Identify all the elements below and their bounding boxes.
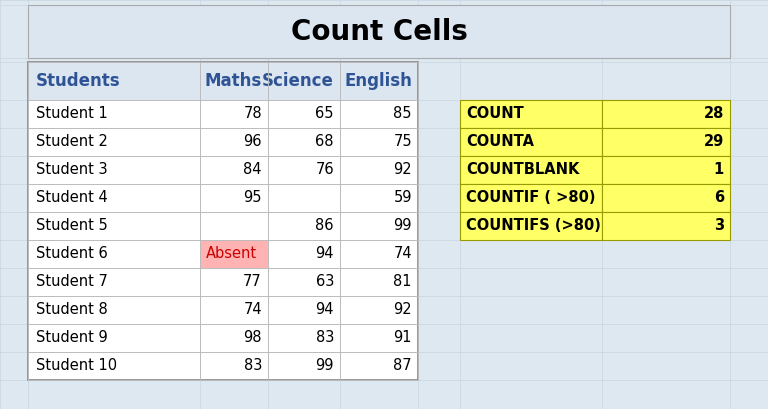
Text: Student 10: Student 10 [36,359,118,373]
Text: 91: 91 [393,330,412,346]
Bar [28,184,418,212]
Bar [28,240,418,268]
Text: 84: 84 [243,162,262,178]
Text: 83: 83 [243,359,262,373]
Bar [460,156,602,184]
Text: 99: 99 [316,359,334,373]
Bar [28,62,418,380]
Bar [28,156,418,184]
Text: 63: 63 [316,274,334,290]
Text: COUNTBLANK: COUNTBLANK [466,162,579,178]
Text: 95: 95 [243,191,262,205]
Bar [602,128,730,156]
Text: Student 7: Student 7 [36,274,108,290]
Text: 3: 3 [714,218,724,234]
Text: Student 5: Student 5 [36,218,108,234]
Bar [28,268,418,296]
Bar [602,156,730,184]
Text: 94: 94 [316,303,334,317]
Text: Student 4: Student 4 [36,191,108,205]
Bar [460,184,602,212]
Text: 99: 99 [393,218,412,234]
Text: 68: 68 [316,135,334,150]
Text: Student 1: Student 1 [36,106,108,121]
Bar [460,212,602,240]
Bar [28,324,418,352]
Bar [28,352,418,380]
Text: 92: 92 [393,303,412,317]
Text: 81: 81 [393,274,412,290]
Text: COUNTA: COUNTA [466,135,534,150]
Text: 74: 74 [393,247,412,261]
Bar [602,100,730,128]
Text: 92: 92 [393,162,412,178]
Text: Student 9: Student 9 [36,330,108,346]
Text: 77: 77 [243,274,262,290]
Text: Student 2: Student 2 [36,135,108,150]
Text: 59: 59 [393,191,412,205]
Text: 83: 83 [316,330,334,346]
Bar [28,296,418,324]
Bar [28,128,418,156]
Bar [200,240,268,268]
Text: Student 6: Student 6 [36,247,108,261]
Text: Count Cells: Count Cells [290,18,468,45]
Text: Absent: Absent [206,247,257,261]
Text: COUNTIF ( >80): COUNTIF ( >80) [466,191,595,205]
Text: 78: 78 [243,106,262,121]
Bar [28,5,730,58]
Bar [460,128,602,156]
Text: 96: 96 [243,135,262,150]
Text: 86: 86 [316,218,334,234]
Text: Student 3: Student 3 [36,162,108,178]
Text: 76: 76 [316,162,334,178]
Text: 74: 74 [243,303,262,317]
Text: COUNT: COUNT [466,106,524,121]
Text: English: English [344,72,412,90]
Text: Science: Science [262,72,334,90]
Text: 29: 29 [703,135,724,150]
Text: COUNTIFS (>80): COUNTIFS (>80) [466,218,601,234]
Bar [460,100,602,128]
Bar [28,212,418,240]
Text: 85: 85 [393,106,412,121]
Bar [28,100,418,128]
Text: Maths: Maths [205,72,262,90]
Bar [28,62,418,100]
Text: 28: 28 [703,106,724,121]
Text: 1: 1 [713,162,724,178]
Text: 65: 65 [316,106,334,121]
Bar [602,184,730,212]
Text: Students: Students [36,72,121,90]
Text: 6: 6 [714,191,724,205]
Text: 94: 94 [316,247,334,261]
Text: 87: 87 [393,359,412,373]
Bar [602,212,730,240]
Text: Student 8: Student 8 [36,303,108,317]
Text: 98: 98 [243,330,262,346]
Text: 75: 75 [393,135,412,150]
